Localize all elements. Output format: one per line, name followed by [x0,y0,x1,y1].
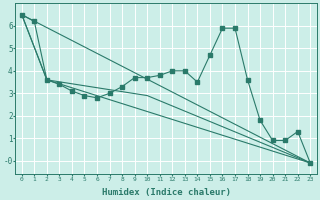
X-axis label: Humidex (Indice chaleur): Humidex (Indice chaleur) [101,188,230,197]
